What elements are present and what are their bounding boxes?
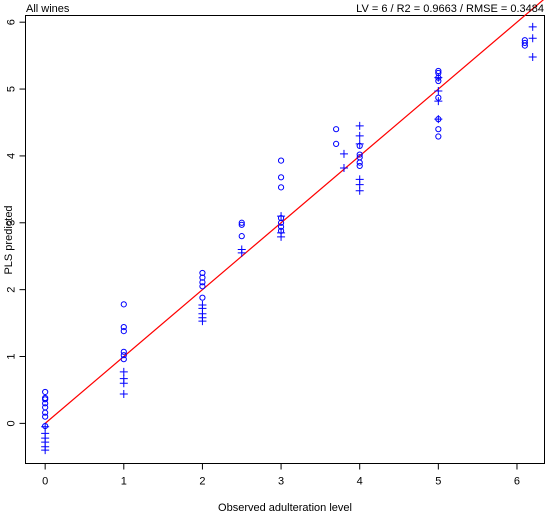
data-point-plus xyxy=(355,131,364,140)
x-tick-label: 6 xyxy=(514,476,520,488)
data-point-circle xyxy=(199,279,206,286)
data-point-circle xyxy=(435,126,442,133)
data-point-plus xyxy=(339,149,348,158)
x-tick-label: 2 xyxy=(199,476,205,488)
y-tick-label: 6 xyxy=(6,19,18,25)
data-point-plus xyxy=(434,97,443,106)
chart-title-right: LV = 6 / R2 = 0.9663 / RMSE = 0.3484 xyxy=(356,3,544,15)
data-point-circle xyxy=(42,396,49,403)
x-axis-title: Observed adulteration level xyxy=(218,502,352,514)
data-point-circle xyxy=(277,174,285,181)
data-point-plus xyxy=(119,389,128,398)
fit-line-layer xyxy=(44,0,544,424)
y-tick-label: 4 xyxy=(6,153,18,159)
data-point-plus xyxy=(434,73,443,82)
data-point-circle xyxy=(277,219,285,226)
y-tick-label: 0 xyxy=(6,420,18,426)
data-point-circle xyxy=(356,162,363,170)
y-axis: 0 1 2 3 4 5 6 xyxy=(6,19,26,426)
data-point-plus xyxy=(198,317,207,326)
data-point-plus xyxy=(41,446,50,455)
data-point-plus xyxy=(434,87,443,96)
data-point-plus xyxy=(434,115,443,124)
y-axis-title: PLS predicted xyxy=(3,205,15,274)
data-point-circle xyxy=(120,348,127,355)
data-point-circle xyxy=(120,352,127,359)
data-point-circle xyxy=(42,400,49,407)
data-point-plus xyxy=(237,248,246,257)
data-point-plus xyxy=(355,139,364,148)
y-tick-label: 3 xyxy=(6,220,18,226)
data-point-circle xyxy=(199,274,206,281)
data-point-circle xyxy=(120,323,127,331)
data-point-circle xyxy=(42,409,49,416)
data-point-circle xyxy=(42,388,49,396)
data-point-circle xyxy=(120,301,127,308)
data-point-plus xyxy=(339,163,348,172)
fit-line xyxy=(44,0,544,424)
data-point-circle xyxy=(333,140,340,147)
data-point-circle xyxy=(277,157,285,164)
data-point-circle xyxy=(521,42,528,49)
x-tick-label: 1 xyxy=(121,476,127,488)
data-point-circle xyxy=(521,39,528,47)
data-point-circle xyxy=(199,269,206,277)
data-point-circle xyxy=(42,413,49,420)
data-point-circle xyxy=(120,356,127,363)
data-point-plus xyxy=(528,22,537,31)
data-point-circle xyxy=(356,151,363,158)
data-point-circle xyxy=(435,67,442,75)
data-point-plus xyxy=(119,367,128,376)
plot-frame xyxy=(25,15,545,464)
x-tick-label: 0 xyxy=(42,476,48,488)
y-tick-label: 1 xyxy=(6,353,18,359)
data-point-plus xyxy=(119,379,128,388)
data-point-circle xyxy=(238,219,245,226)
data-point-plus xyxy=(277,212,286,221)
x-tick-label: 3 xyxy=(278,476,284,488)
x-axis: 0 1 2 3 4 5 6 xyxy=(42,463,520,488)
data-point-plus xyxy=(277,232,286,241)
x-tick-label: 4 xyxy=(357,476,363,488)
data-point-circle xyxy=(356,159,363,166)
chart-title-left: All wines xyxy=(26,3,70,15)
x-tick-label: 5 xyxy=(435,476,441,488)
data-point-plus xyxy=(355,186,364,195)
data-point-circle xyxy=(199,283,206,290)
y-tick-label: 2 xyxy=(6,287,18,293)
data-point-circle xyxy=(277,184,285,191)
points-layer xyxy=(41,22,537,455)
data-point-plus xyxy=(41,422,50,431)
data-point-circle xyxy=(238,221,245,228)
data-point-plus xyxy=(528,34,537,43)
data-point-circle xyxy=(120,328,127,335)
data-point-circle xyxy=(435,133,442,140)
data-point-plus xyxy=(355,121,364,130)
data-point-circle xyxy=(199,294,206,301)
y-tick-label: 5 xyxy=(6,86,18,92)
data-point-circle xyxy=(238,233,245,240)
data-point-plus xyxy=(528,52,537,61)
data-point-circle xyxy=(333,126,340,133)
